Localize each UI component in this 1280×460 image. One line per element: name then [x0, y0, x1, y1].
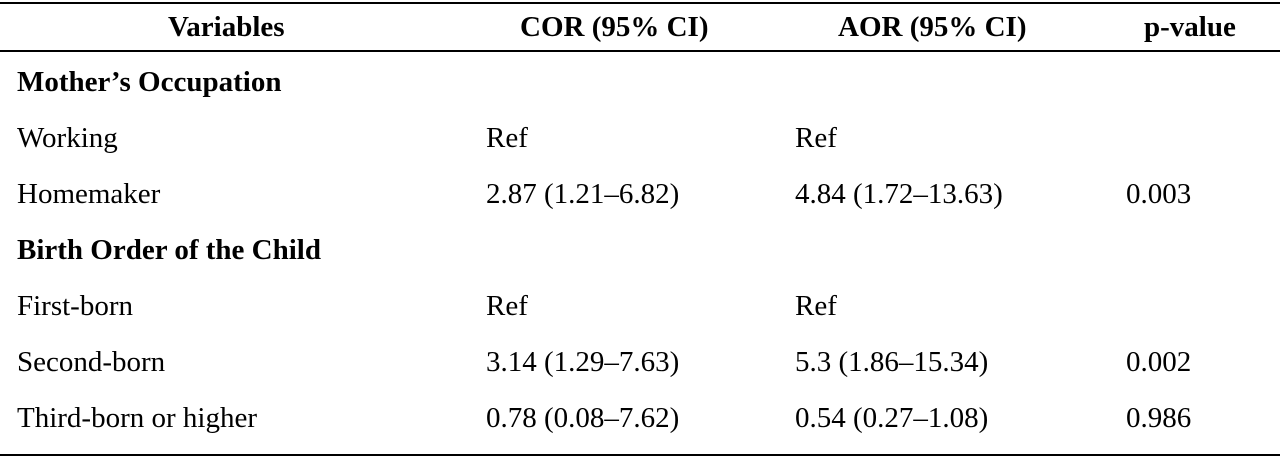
- section-row-mothers-occupation: Mother’s Occupation: [0, 54, 1280, 110]
- table-row: Working Ref Ref: [0, 110, 1280, 166]
- variable-cell: First-born: [17, 290, 133, 322]
- table-top-rule: [0, 2, 1280, 4]
- p-value-cell: 0.002: [1126, 346, 1192, 378]
- aor-cell: 4.84 (1.72–13.63): [795, 178, 1003, 210]
- table-header-row: Variables COR (95% CI) AOR (95% CI) p-va…: [0, 4, 1280, 60]
- aor-cell: Ref: [795, 290, 837, 322]
- cor-cell: 0.78 (0.08–7.62): [486, 402, 680, 434]
- variable-cell: Second-born: [17, 346, 166, 378]
- cor-cell: Ref: [486, 122, 528, 154]
- aor-cell: Ref: [795, 122, 837, 154]
- aor-cell: 5.3 (1.86–15.34): [795, 346, 989, 378]
- cor-cell: 2.87 (1.21–6.82): [486, 178, 680, 210]
- section-title: Mother’s Occupation: [17, 66, 282, 98]
- cor-cell: Ref: [486, 290, 528, 322]
- header-aor: AOR (95% CI): [838, 11, 1027, 43]
- header-variables: Variables: [168, 11, 285, 43]
- aor-cell: 0.54 (0.27–1.08): [795, 402, 989, 434]
- table-row: Third-born or higher 0.78 (0.08–7.62) 0.…: [0, 390, 1280, 446]
- variable-cell: Homemaker: [17, 178, 161, 210]
- header-p-value: p-value: [1144, 11, 1236, 43]
- p-value-cell: 0.986: [1126, 402, 1192, 434]
- section-title: Birth Order of the Child: [17, 234, 321, 266]
- table-row: Second-born 3.14 (1.29–7.63) 5.3 (1.86–1…: [0, 334, 1280, 390]
- cor-cell: 3.14 (1.29–7.63): [486, 346, 680, 378]
- header-cor: COR (95% CI): [520, 11, 709, 43]
- table-bottom-rule: [0, 454, 1280, 456]
- table-row: First-born Ref Ref: [0, 278, 1280, 334]
- table-header-rule: [0, 50, 1280, 52]
- section-row-birth-order: Birth Order of the Child: [0, 222, 1280, 278]
- variable-cell: Third-born or higher: [17, 402, 257, 434]
- variable-cell: Working: [17, 122, 118, 154]
- p-value-cell: 0.003: [1126, 178, 1192, 210]
- table-row: Homemaker 2.87 (1.21–6.82) 4.84 (1.72–13…: [0, 166, 1280, 222]
